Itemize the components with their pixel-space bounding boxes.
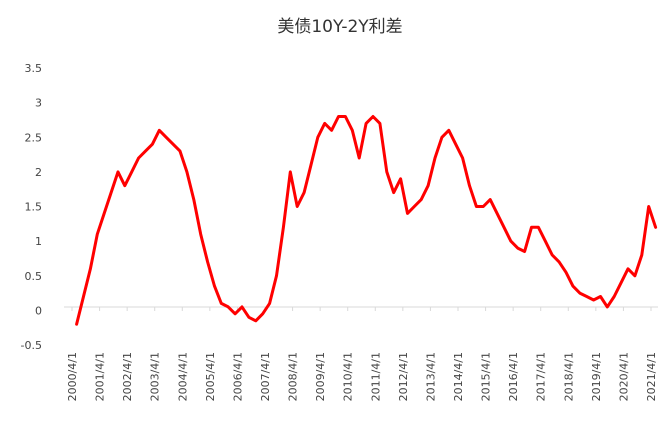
x-tick-label: 2020/4/1 xyxy=(617,352,630,401)
y-tick-label: 0 xyxy=(35,304,42,317)
y-tick-label: 1 xyxy=(35,235,42,248)
x-tick-label: 2015/4/1 xyxy=(480,352,493,401)
x-tick-label: 2009/4/1 xyxy=(314,352,327,401)
x-tick-label: 2001/4/1 xyxy=(94,352,107,401)
x-tick-label: 2013/4/1 xyxy=(424,352,437,401)
x-tick-label: 2021/4/1 xyxy=(645,352,658,401)
x-tick-label: 2007/4/1 xyxy=(259,352,272,401)
x-tick-label: 2018/4/1 xyxy=(562,352,575,401)
x-axis: 2000/4/1 2001/4/1 2002/4/1 2003/4/1 2004/4/1… xyxy=(64,306,658,401)
y-tick-label: 2 xyxy=(35,166,42,179)
series-layer xyxy=(75,115,658,326)
x-tick-label: 2011/4/1 xyxy=(369,352,382,401)
y-axis: 3.5 3 2.5 2 1.5 1 0.5 0 -0.5 xyxy=(21,62,42,352)
x-tick-label: 2000/4/1 xyxy=(66,352,79,401)
x-tick-label: 2017/4/1 xyxy=(535,352,548,401)
x-tick-label: 2014/4/1 xyxy=(452,352,465,401)
y-tick-label: -0.5 xyxy=(21,339,42,352)
x-tick-label: 2010/4/1 xyxy=(342,352,355,401)
x-tick-label: 2004/4/1 xyxy=(176,352,189,401)
y-tick-label: 3.5 xyxy=(25,62,43,75)
x-tick-label: 2012/4/1 xyxy=(397,352,410,401)
x-tick-label: 2016/4/1 xyxy=(507,352,520,401)
y-tick-label: 2.5 xyxy=(25,131,43,144)
x-tick-label: 2006/4/1 xyxy=(231,352,244,401)
series-line xyxy=(75,115,658,326)
x-tick-label: 2019/4/1 xyxy=(590,352,603,401)
x-tick-label: 2003/4/1 xyxy=(149,352,162,401)
chart-title: 美债10Y-2Y利差 xyxy=(277,17,402,37)
y-tick-label: 3 xyxy=(35,97,42,110)
y-tick-label: 0.5 xyxy=(25,270,43,283)
x-tick-label: 2005/4/1 xyxy=(204,352,217,401)
x-tick-label: 2008/4/1 xyxy=(287,352,300,401)
x-tick-label: 2002/4/1 xyxy=(121,352,134,401)
y-tick-label: 1.5 xyxy=(25,201,43,214)
